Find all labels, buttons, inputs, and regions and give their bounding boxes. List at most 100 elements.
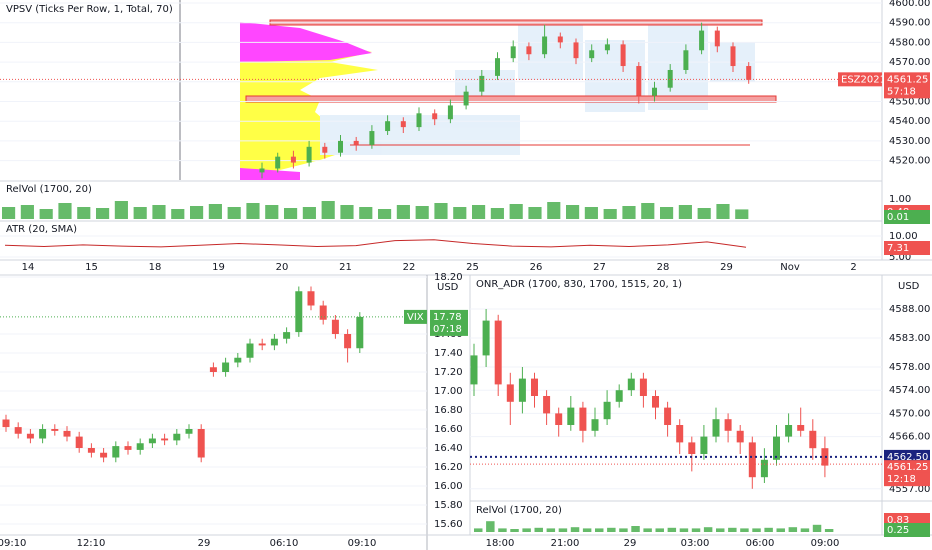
relvol-bar (728, 527, 737, 532)
relvol-last: 0.83 (887, 515, 909, 526)
candle-body (620, 44, 626, 67)
y-tick-label: 4530.00 (889, 136, 930, 147)
candle-body (63, 430, 71, 437)
candle-body (124, 446, 132, 450)
candle-body (615, 390, 623, 402)
countdown: 12:18 (887, 474, 916, 485)
relvol-bar (534, 527, 543, 532)
symbol-label: ESZ2021 (841, 74, 886, 85)
relvol-bar (509, 204, 523, 219)
y-tick-label: 4566.00 (889, 432, 930, 443)
date-label: 21 (339, 262, 352, 273)
date-label: 28 (657, 262, 670, 273)
date-label: 25 (466, 262, 479, 273)
candle-body (197, 429, 205, 458)
relvol-bar (776, 528, 785, 532)
candle-body (667, 69, 673, 88)
indicator-label: VPSV (Ticks Per Row, 1, Total, 70) (6, 4, 173, 15)
relvol-bar (20, 205, 34, 219)
candle-body (748, 442, 756, 478)
countdown-bg (884, 84, 930, 99)
candle-body (573, 42, 579, 59)
date-label: 2 (850, 262, 856, 273)
atr-last-bg (884, 241, 930, 255)
relvol-bar (152, 205, 166, 219)
last-price: 4561.25 (887, 462, 928, 473)
candle-body (482, 320, 490, 356)
relvol-bar (190, 206, 204, 219)
y-tick-label: 4578.00 (889, 362, 930, 373)
candle-body (369, 131, 375, 145)
relvol-bar (558, 528, 568, 532)
candle-body (746, 66, 752, 80)
y-tick-label: 4570.00 (889, 408, 930, 419)
candle-body (51, 429, 59, 431)
candle-body (636, 66, 642, 96)
candle-body (683, 50, 689, 70)
candle-body (259, 168, 265, 173)
date-label: 15 (85, 262, 98, 273)
relvol-bar (246, 203, 260, 219)
candle-body (821, 448, 829, 466)
candle-body (531, 378, 538, 396)
time-label: 03:00 (681, 538, 710, 549)
candle-body (510, 46, 516, 59)
candle-body (603, 401, 611, 420)
y-tick-label: 5.00 (889, 252, 911, 263)
candle-body (494, 320, 502, 385)
relvol-bar (716, 204, 730, 219)
countdown: 57:18 (887, 86, 916, 97)
candle-body (100, 452, 108, 458)
candle-body (591, 419, 599, 431)
y-tick-label: 16.20 (434, 462, 463, 473)
candle-body (797, 425, 805, 431)
candle-body (567, 407, 575, 425)
relvol-bar (227, 207, 241, 219)
y-tick-label: 4550.00 (889, 97, 930, 108)
candle-body (479, 75, 485, 92)
relvol-bar (510, 529, 519, 532)
candle-body (306, 146, 312, 163)
candle-body (676, 425, 684, 443)
y-tick-label: 18.20 (434, 272, 463, 283)
candle-body (275, 156, 281, 169)
candle-body (495, 58, 500, 76)
time-label: 06:00 (746, 538, 775, 549)
candle-body (664, 407, 672, 425)
relvol-bar (77, 207, 91, 219)
time-label: 09:10 (0, 538, 26, 549)
y-tick-label: 16.00 (434, 481, 463, 492)
candle-body (447, 105, 453, 120)
candle-body (258, 343, 266, 346)
relvol-bar (716, 528, 725, 532)
relvol-bar (434, 203, 448, 219)
relvol-bar (96, 208, 110, 219)
y-tick-label: 4590.00 (889, 18, 930, 29)
relvol-bar (595, 528, 604, 532)
relvol-bar (643, 528, 652, 532)
y-tick-label: 4583.00 (889, 333, 930, 344)
relvol-bar (691, 528, 701, 532)
candle-body (209, 367, 217, 372)
symbol-label: VIX (407, 312, 424, 323)
relvol-bar (788, 527, 798, 532)
y-tick-label: 16.60 (434, 424, 463, 435)
candle-body (463, 91, 469, 106)
last-price-bg (884, 72, 930, 87)
candle-body (724, 419, 732, 431)
relvol-bar (607, 527, 616, 532)
candle-body (557, 36, 563, 43)
relvol-bar (39, 209, 53, 219)
y-tick-label: 10.00 (889, 231, 918, 242)
candle-body (604, 44, 610, 51)
relvol-bar (396, 205, 410, 219)
relvol-low-bg (884, 210, 930, 224)
last-price: 4561.25 (887, 74, 928, 85)
candle-body (555, 413, 563, 425)
relvol-bar (655, 528, 664, 532)
indicator-label: ATR (20, SMA) (6, 224, 77, 235)
y-tick-label: 17.40 (434, 348, 463, 359)
relvol-bar (321, 201, 335, 219)
relvol-bar (679, 528, 689, 532)
relvol-bar (812, 524, 822, 532)
